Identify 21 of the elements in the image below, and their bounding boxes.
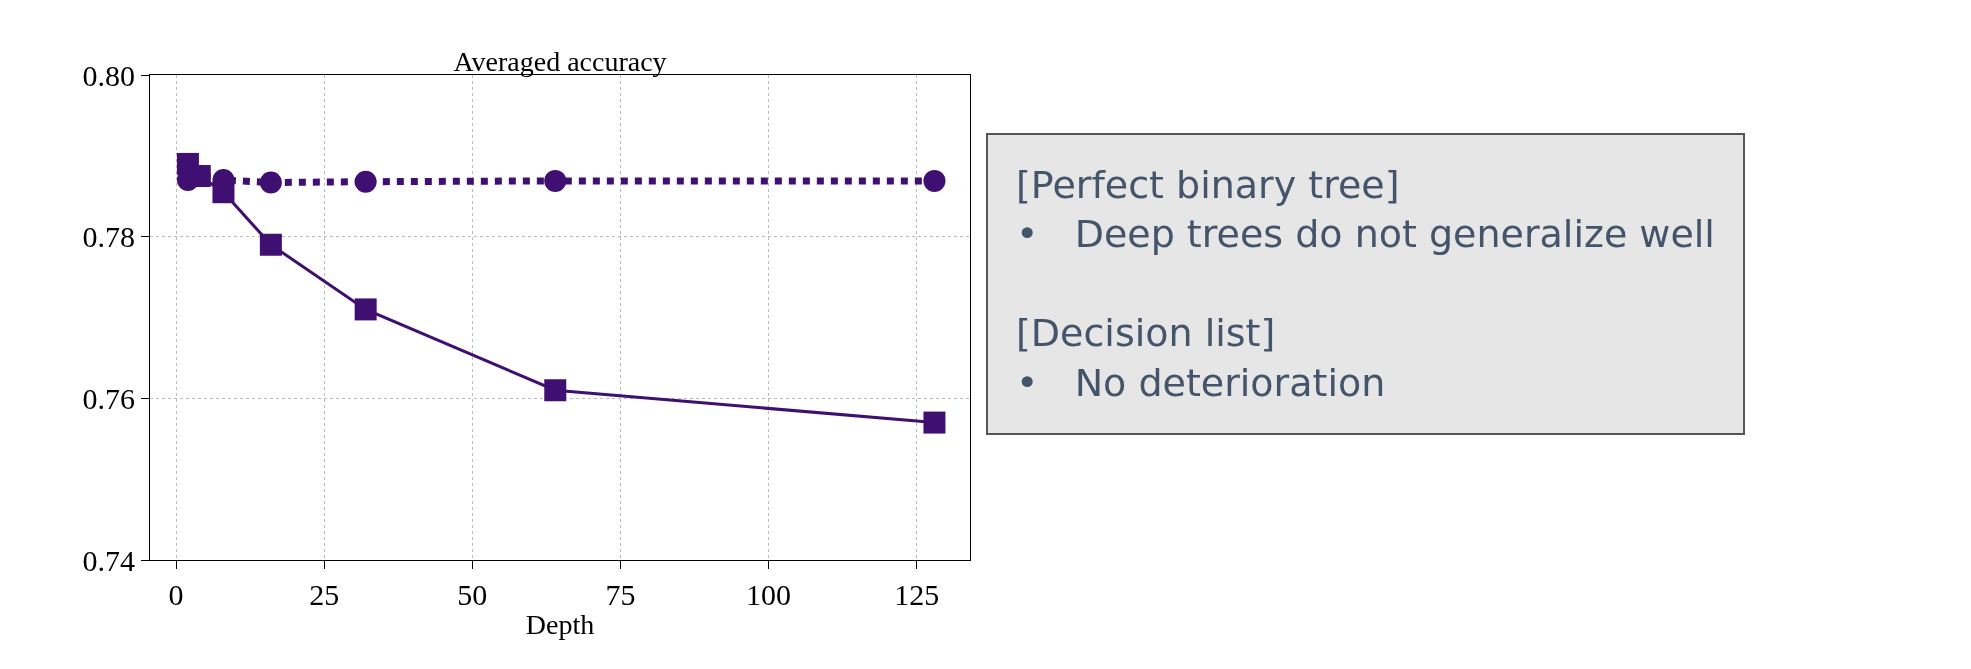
x-tick-label: 0 bbox=[168, 578, 184, 611]
text: [Perfect binary tree] • Deep trees do not generalize well [Decision list] • No deterioration bbox=[1016, 163, 1715, 405]
y-tick-label: 0.74 bbox=[82, 543, 135, 577]
x-axis-title: Depth bbox=[525, 609, 595, 641]
chart-title: Averaged accuracy bbox=[453, 46, 667, 77]
y-tick-label: 0.80 bbox=[82, 58, 135, 92]
point bbox=[259, 233, 282, 256]
x-tick-label: 75 bbox=[605, 578, 636, 611]
point bbox=[923, 411, 946, 434]
point bbox=[354, 298, 377, 321]
point bbox=[544, 379, 567, 402]
point bbox=[544, 169, 567, 192]
point bbox=[923, 169, 946, 192]
point bbox=[354, 170, 377, 193]
x-tick-label: 25 bbox=[309, 578, 340, 611]
x-tick-label: 100 bbox=[746, 578, 792, 611]
y-tick-label: 0.78 bbox=[82, 220, 135, 254]
x-tick-label: 125 bbox=[894, 578, 940, 611]
point bbox=[259, 171, 282, 194]
x-tick-label: 50 bbox=[457, 578, 488, 611]
y-tick-label: 0.76 bbox=[82, 381, 135, 415]
